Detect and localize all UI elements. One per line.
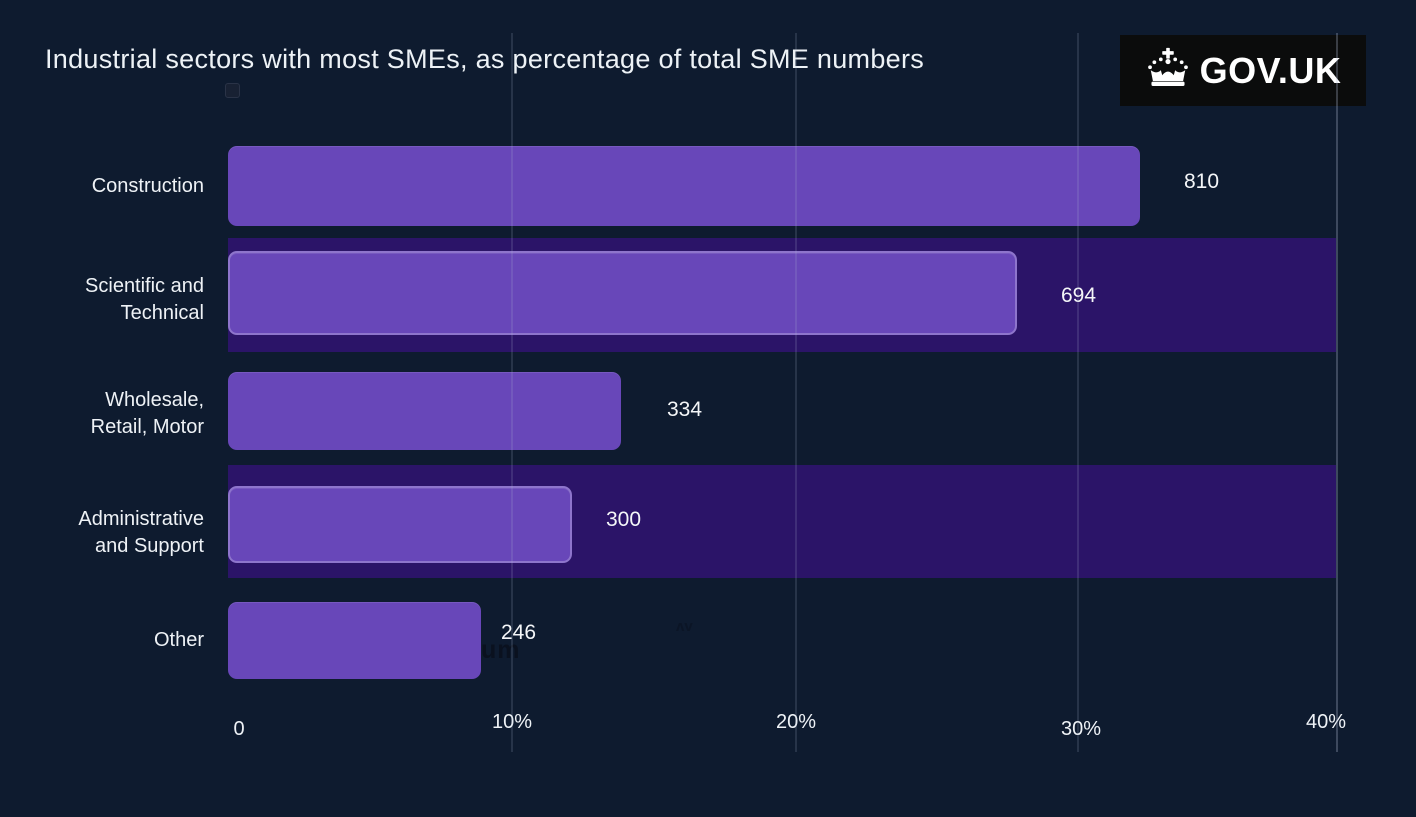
category-label-other: Other	[0, 602, 204, 679]
value-label-administrative-support: 300	[606, 508, 642, 531]
govuk-logo: GOV.UK	[1120, 35, 1366, 106]
category-label-construction: Construction	[0, 146, 204, 226]
category-label-line: and Support	[95, 534, 204, 557]
category-label-line: Retail, Motor	[90, 416, 204, 438]
category-label-line: Technical	[120, 302, 204, 324]
bar-wholesale-retail-motor	[228, 372, 621, 450]
value-label-construction: 810	[1184, 170, 1220, 193]
gridline-20pct	[795, 33, 797, 752]
govuk-logo-text: GOV.UK	[1199, 49, 1342, 91]
category-label-line: Construction	[91, 174, 204, 197]
x-tick-10: 10%	[491, 711, 533, 733]
gridline-40pct	[1336, 33, 1338, 752]
bar-scientific-technical	[228, 251, 1017, 335]
x-tick-40: 40%	[1305, 711, 1347, 733]
x-tick-20: 20%	[775, 711, 817, 733]
gridline-30pct	[1077, 33, 1079, 752]
artifact-square	[225, 83, 240, 98]
bar-administrative-support	[228, 486, 572, 563]
value-label-other: 246	[501, 621, 537, 644]
bar-other	[228, 602, 481, 679]
artifact-um-text: um	[481, 636, 521, 664]
value-label-wholesale-retail-motor: 334	[667, 398, 703, 421]
category-label-line: Other	[153, 629, 204, 651]
category-label-administrative-support: Administrative and Support	[0, 494, 204, 571]
gridline-10pct	[511, 33, 513, 752]
crown-icon	[1145, 47, 1191, 94]
x-tick-0: 0	[233, 718, 245, 740]
category-label-line: Wholesale,	[105, 389, 204, 411]
x-tick-30: 30%	[1060, 718, 1102, 740]
bar-construction	[228, 146, 1140, 226]
chart-title: Industrial sectors with most SMEs, as pe…	[45, 44, 925, 74]
category-label-scientific-technical: Scientific and Technical	[0, 258, 204, 342]
category-label-line: Scientific and	[85, 275, 204, 297]
value-label-scientific-technical: 694	[1061, 284, 1097, 307]
category-label-wholesale-retail-motor: Wholesale, Retail, Motor	[0, 375, 204, 453]
category-label-line: Administrative	[78, 507, 204, 530]
artifact-smudge-text: ʌv	[676, 618, 693, 635]
